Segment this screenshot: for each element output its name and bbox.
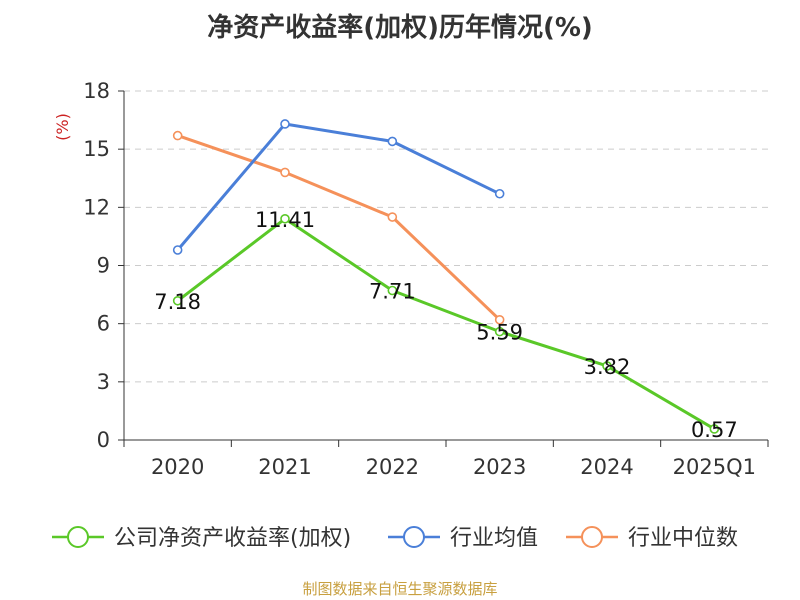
legend-marker-2 (581, 526, 603, 548)
legend-marker-0 (67, 526, 89, 548)
series-line-1 (176, 122, 501, 251)
source-note: 制图数据来自恒生聚源数据库 (302, 580, 497, 598)
legend-item-2: 行业中位数 (566, 526, 738, 551)
point-2-2023 (494, 314, 505, 325)
y-tick-label-18: 18 (83, 79, 110, 103)
x-tick-label-2022: 2022 (366, 455, 419, 479)
point-2-2021 (280, 167, 290, 178)
series-lines (172, 119, 720, 434)
point-0-2022 (387, 285, 398, 296)
series-line-0 (176, 217, 716, 431)
x-tick-label-2023: 2023 (473, 455, 526, 479)
x-tick-label-2024: 2024 (580, 455, 633, 479)
data-label-2020: 7.18 (154, 290, 201, 314)
series-2 (172, 130, 505, 325)
legend-marker-1 (403, 526, 425, 548)
legend-label-1: 行业均值 (450, 526, 538, 551)
legend-label-0: 公司净资产收益率(加权) (114, 526, 351, 551)
point-1-2020 (172, 245, 183, 255)
series-0 (172, 213, 720, 434)
y-tick-label-3: 3 (97, 370, 110, 394)
x-tick-label-2020: 2020 (151, 455, 204, 479)
y-tick-label-9: 9 (97, 254, 110, 278)
legend-item-1: 行业均值 (388, 526, 538, 551)
legend: 公司净资产收益率(加权) 行业均值 行业中位数 (52, 526, 738, 551)
chart-title: 净资产收益率(加权)历年情况(%) (207, 12, 593, 43)
data-label-2025Q1: 0.57 (691, 418, 738, 442)
point-0-2021 (280, 213, 290, 224)
x-tick-label-2025Q1: 2025Q1 (673, 455, 756, 479)
y-tick-label-15: 15 (83, 137, 110, 161)
point-0-2025Q1 (709, 424, 720, 434)
grid-lines (124, 90, 768, 383)
series-1 (172, 119, 505, 255)
data-label-2022: 7.71 (369, 280, 416, 304)
y-tick-label-0: 0 (97, 428, 110, 452)
data-labels: 7.18 11.41 7.71 5.59 3.82 0.57 (154, 208, 737, 442)
axes: 0 3 6 9 12 15 18 2020 2021 2022 2023 2024 2025Q1 (83, 79, 769, 479)
point-0-2023 (494, 326, 505, 337)
y-tick-label-12: 12 (83, 195, 110, 219)
y-axis-label: (%) (53, 113, 72, 141)
y-tick-label-6: 6 (97, 312, 110, 336)
point-2-2022 (387, 212, 398, 222)
point-1-2022 (387, 136, 398, 147)
data-label-2021: 11.41 (255, 208, 315, 232)
series-line-2 (177, 134, 501, 321)
legend-item-0: 公司净资产收益率(加权) (52, 526, 351, 551)
point-0-2024 (602, 361, 612, 371)
data-label-2023: 5.59 (476, 321, 523, 345)
point-0-2020 (172, 295, 183, 306)
point-2-2020 (172, 130, 183, 141)
x-tick-label-2021: 2021 (258, 455, 311, 479)
point-1-2023 (494, 188, 505, 199)
point-1-2021 (280, 119, 290, 129)
legend-label-2: 行业中位数 (628, 526, 738, 551)
data-label-2024: 3.82 (584, 355, 631, 379)
